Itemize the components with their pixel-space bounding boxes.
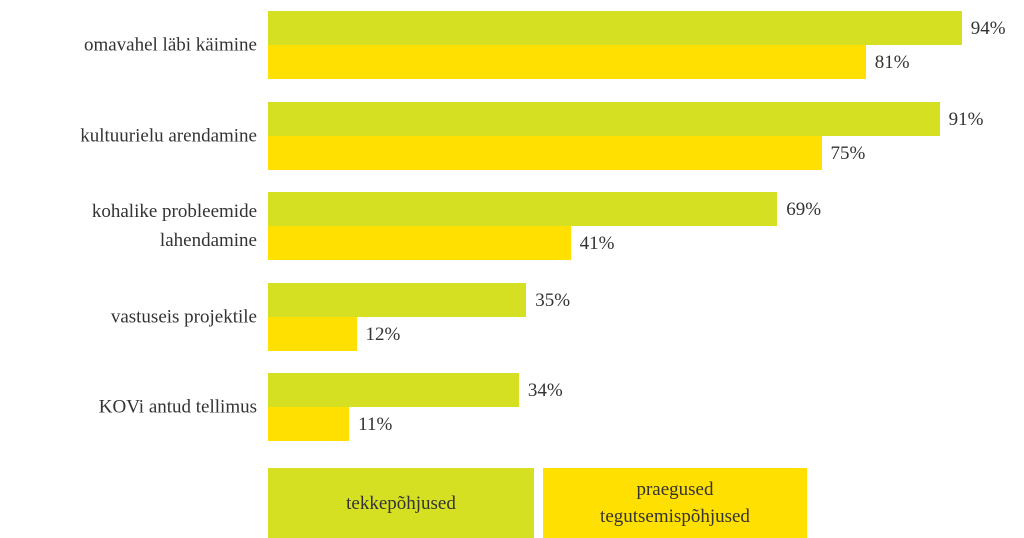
bar: [268, 135, 822, 170]
bar: [268, 192, 778, 226]
category-label: vastuseis projektile: [110, 306, 257, 327]
category-label: KOVi antud tellimus: [98, 396, 257, 418]
value-label: 75%: [830, 142, 866, 164]
value-label: 34%: [527, 380, 563, 401]
value-label: 41%: [579, 233, 615, 254]
value-label: 81%: [874, 52, 910, 73]
bar: [268, 101, 940, 136]
bar: [268, 373, 519, 407]
value-label: 69%: [786, 199, 822, 220]
bar: [268, 316, 357, 351]
value-label: 11%: [358, 414, 393, 435]
bar: [268, 45, 866, 79]
legend-item: tekkepõhjused: [268, 468, 534, 538]
category-label: omavahel läbi käimine: [83, 34, 257, 56]
category-label: kultuurielu arendamine: [80, 125, 257, 146]
value-label: 35%: [535, 289, 571, 311]
legend-item: praegused tegutsemispõhjused: [543, 468, 807, 538]
category-label: kohalike probleemide lahendamine: [91, 201, 257, 251]
bar: [268, 407, 350, 441]
value-label: 94%: [970, 18, 1006, 39]
value-label: 91%: [948, 108, 984, 130]
value-label: 12%: [365, 323, 401, 345]
bar: [268, 11, 962, 45]
bar: [268, 226, 571, 260]
bar: [268, 282, 527, 317]
